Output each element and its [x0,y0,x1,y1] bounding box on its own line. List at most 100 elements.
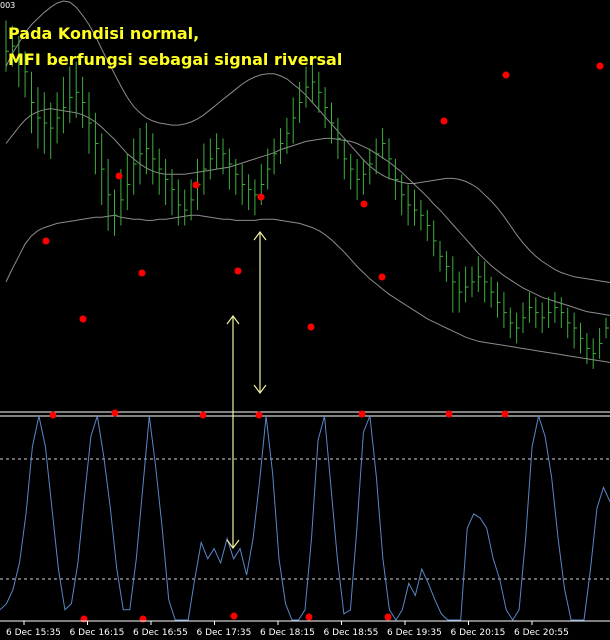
price-bar [18,35,22,88]
price-bar [203,143,207,195]
price-bar [145,123,150,175]
price-bar [126,153,131,211]
price-signal-dot [192,181,200,189]
price-bar [139,128,143,185]
price-bar [586,333,590,364]
price-bars [5,20,609,369]
price-panel [5,0,610,369]
x-tick-label: 6 Dec 20:15 [451,628,506,638]
price-bar [75,61,80,118]
x-tick-label: 6 Dec 20:55 [514,628,569,638]
mfi-signal-dot [111,409,119,417]
price-bar [107,158,112,231]
x-tick-label: 6 Dec 16:15 [70,628,125,638]
price-bar [362,158,367,195]
price-bar [560,297,565,328]
price-bar [509,307,514,339]
price-signal-dot [440,117,448,125]
price-signal-dot [42,237,50,245]
price-bar [88,92,92,154]
corner-label: 003 [0,1,16,10]
reversal-arrows [226,231,267,549]
price-bar [369,148,373,185]
price-signal-dot [79,315,87,323]
price-bar [567,307,571,339]
price-bar [445,251,450,282]
price-bar [101,133,105,205]
price-bar [267,148,271,190]
price-bar [286,117,290,154]
price-signal-dot [307,323,315,331]
price-bar [599,328,603,359]
price-bar [580,322,584,354]
price-bar [375,138,380,175]
price-bar [254,179,258,216]
price-bar [554,292,558,323]
price-bar [548,297,552,328]
price-bar [158,148,163,195]
price-bar [407,184,412,226]
price-signal-dot [360,200,368,208]
price-bar [433,220,437,257]
x-axis: 6 Dec 15:35 6 Dec 16:15 6 Dec 16:55 6 Dec 1… [0,620,610,638]
price-signal-dot [138,269,146,277]
price-signal-dot [257,193,265,201]
price-bar [394,158,399,200]
price-bar [280,128,284,164]
mfi-signal-dot [384,613,392,621]
price-bar [497,281,501,318]
price-bar [209,138,214,180]
annotation-line-2: MFI berfungsi sebagai signal riversal [8,50,343,69]
price-bar [114,189,118,236]
price-bar [503,292,507,328]
price-signal-dots [42,62,604,331]
price-bar [292,97,297,144]
price-bar [426,210,431,241]
price-bar [439,240,443,272]
mfi-signal-dot [445,410,453,418]
mfi-signal-dot [230,612,238,620]
price-signal-dot [234,267,242,275]
price-bar [133,138,137,195]
price-bar [241,164,246,205]
mfi-signal-dot [199,411,207,419]
lower-bollinger-band [5,0,610,284]
price-bar [228,148,233,190]
price-bar [299,82,303,123]
arrow-short [253,231,267,394]
price-bar [452,256,456,313]
price-signal-dot [115,172,123,180]
price-bar [94,112,99,175]
x-tick-label: 6 Dec 15:35 [6,628,61,638]
price-bar [31,71,35,134]
price-bar [516,312,520,344]
price-bar [388,138,392,180]
price-bar [465,266,469,303]
mfi-line [0,414,610,621]
price-bar [177,179,182,226]
price-bar [248,174,252,211]
price-bar [305,66,309,108]
price-bar [216,133,220,170]
price-bar [535,297,539,328]
mfi-signal-dot [255,411,263,419]
price-bar [401,174,405,216]
x-tick-label: 6 Dec 16:55 [133,628,188,638]
price-signal-dot [596,62,604,70]
mfi-signal-dot [49,411,57,419]
price-bar [82,76,86,129]
price-bar [350,153,354,190]
price-bar [222,138,226,175]
price-bar [484,261,488,303]
price-bar [331,102,335,144]
price-bar [573,312,578,349]
price-bar [171,169,175,216]
x-tick-label: 6 Dec 18:15 [260,628,315,638]
price-bar [69,66,73,123]
price-bar [337,117,341,159]
price-bar [343,138,348,180]
price-bar [235,158,239,195]
price-bar [541,302,546,334]
